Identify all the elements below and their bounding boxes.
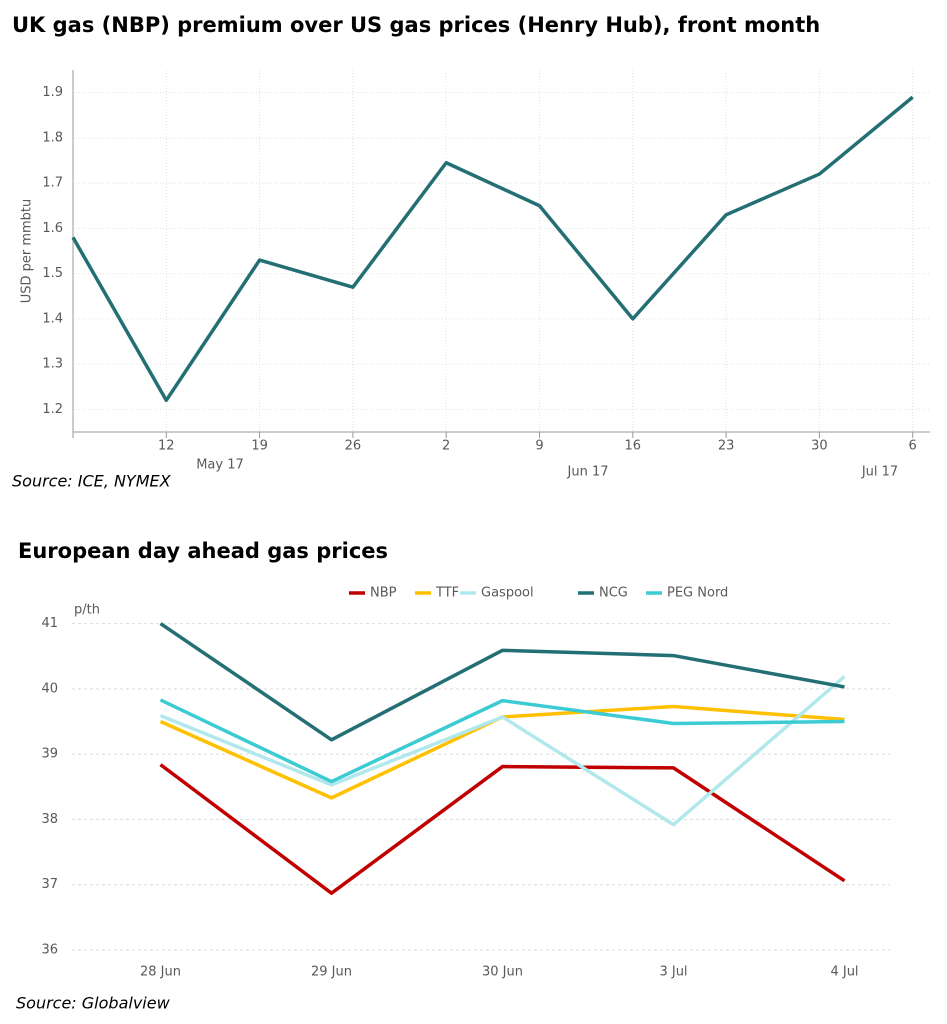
line (159, 704, 845, 800)
chart-title: UK gas (NBP) premium over US gas prices … (12, 13, 820, 37)
x-tick-label: 4 Jul (830, 965, 858, 980)
line (159, 763, 846, 895)
y-tick-label: 39 (41, 747, 58, 762)
x-tick-label: 30 (811, 439, 828, 454)
legend-label: NCG (599, 586, 628, 601)
legend-label: PEG Nord (667, 586, 728, 601)
y-tick-label: 1.3 (42, 357, 63, 372)
chart-title: European day ahead gas prices (18, 539, 388, 563)
source: Source: Globalview (16, 994, 171, 1013)
x-tick-label: 3 Jul (659, 965, 687, 980)
x-tick-label: 30 Jun (482, 965, 523, 980)
month-label: Jul 17 (861, 465, 898, 480)
month-label: May 17 (196, 458, 244, 473)
y-tick-label: 1.7 (42, 176, 63, 191)
x-tick-label: 2 (442, 439, 450, 454)
y-tick-label: 1.2 (42, 402, 63, 417)
x-tick-label: 28 Jun (140, 965, 181, 980)
x-tick-label: 16 (625, 439, 642, 454)
y-tick-label: 36 (41, 943, 58, 958)
legend-label: NBP (370, 586, 397, 601)
x-tick-label: 12 (158, 439, 175, 454)
x-tick-label: 19 (251, 439, 268, 454)
x-tick-label: 9 (535, 439, 543, 454)
y-tick-label: 1.4 (42, 311, 63, 326)
month-label: Jun 17 (567, 465, 609, 480)
y-tick-label: 37 (41, 877, 58, 892)
line (71, 95, 914, 403)
legend-label: Gaspool (481, 586, 534, 601)
line (159, 698, 845, 784)
x-tick-label: 6 (909, 439, 917, 454)
y-tick-label: 1.9 (42, 85, 63, 100)
line (159, 622, 845, 742)
line (159, 675, 846, 827)
x-tick-label: 29 Jun (311, 965, 352, 980)
y-tick-label: 1.5 (42, 266, 63, 281)
y-tick-label: 40 (41, 681, 58, 696)
source: Source: ICE, NYMEX (12, 472, 172, 491)
y-tick-label: 41 (41, 616, 58, 631)
y-axis-label: p/th (74, 603, 100, 618)
y-axis-label: USD per mmbtu (20, 199, 35, 304)
y-tick-label: 1.8 (42, 130, 63, 145)
x-tick-label: 26 (345, 439, 362, 454)
y-tick-label: 1.6 (42, 221, 63, 236)
x-tick-label: 23 (718, 439, 735, 454)
y-tick-label: 38 (41, 812, 58, 827)
legend-label: TTF (435, 586, 459, 601)
